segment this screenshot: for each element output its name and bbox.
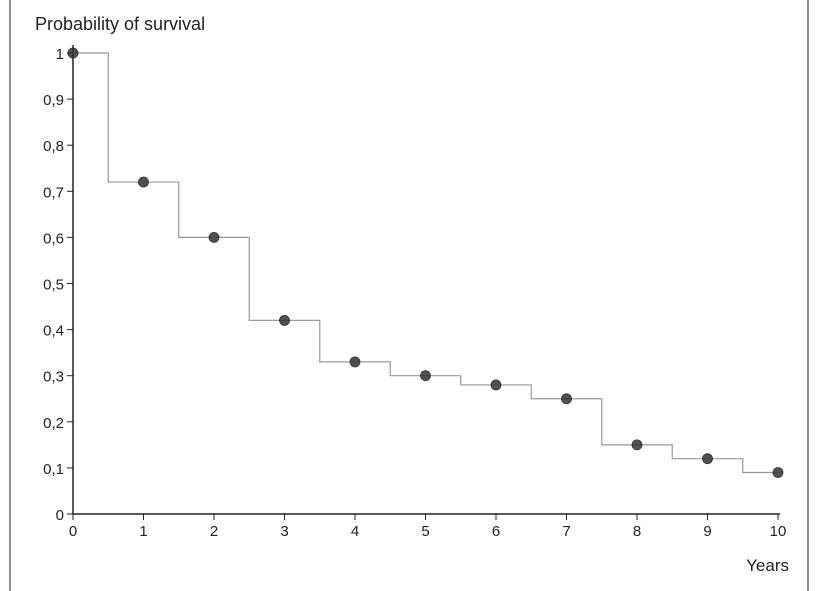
x-tick-label: 1 xyxy=(139,523,147,540)
data-point-marker xyxy=(349,356,361,368)
y-tick-label: 0,7 xyxy=(43,184,64,201)
data-point-marker xyxy=(631,439,643,451)
y-tick-label: 0,6 xyxy=(43,230,64,247)
x-tick-label: 5 xyxy=(421,523,429,540)
y-axis-label: Probability of survival xyxy=(35,14,205,34)
y-tick-label: 0,2 xyxy=(43,415,64,432)
data-point-marker xyxy=(561,393,572,405)
x-tick-label: 0 xyxy=(69,523,77,540)
x-tick-label: 10 xyxy=(770,523,787,540)
x-tick-label: 8 xyxy=(633,523,641,540)
data-point-marker xyxy=(279,314,290,326)
y-tick-label: 0,8 xyxy=(43,138,64,155)
x-tick-label: 4 xyxy=(351,523,359,540)
y-tick-label: 1 xyxy=(56,46,64,63)
x-tick-label: 9 xyxy=(703,523,711,540)
data-point-marker xyxy=(67,47,79,59)
x-tick-label: 6 xyxy=(492,523,500,540)
data-point-marker xyxy=(702,453,713,465)
y-tick-label: 0,1 xyxy=(43,461,64,478)
y-tick-label: 0,3 xyxy=(43,369,64,386)
y-tick-label: 0,5 xyxy=(43,277,64,294)
data-point-marker xyxy=(420,370,431,382)
y-tick-label: 0,9 xyxy=(43,92,64,109)
y-tick-label: 0 xyxy=(56,507,64,524)
x-axis-label: Years xyxy=(746,556,789,575)
axes: 00,10,20,30,40,50,60,70,80,910 1 2 3 4 5 6 7 8 9 1… xyxy=(43,45,786,540)
x-tick-label: 7 xyxy=(562,523,570,540)
x-tick-label: 2 xyxy=(210,523,218,540)
x-tick-label: 3 xyxy=(280,523,288,540)
y-tick-label: 0,4 xyxy=(43,323,64,340)
data-point-marker xyxy=(490,379,502,391)
data-point-marker xyxy=(772,467,784,478)
data-point-marker xyxy=(208,231,220,243)
data-point-marker xyxy=(138,176,149,188)
data-markers xyxy=(67,47,784,478)
